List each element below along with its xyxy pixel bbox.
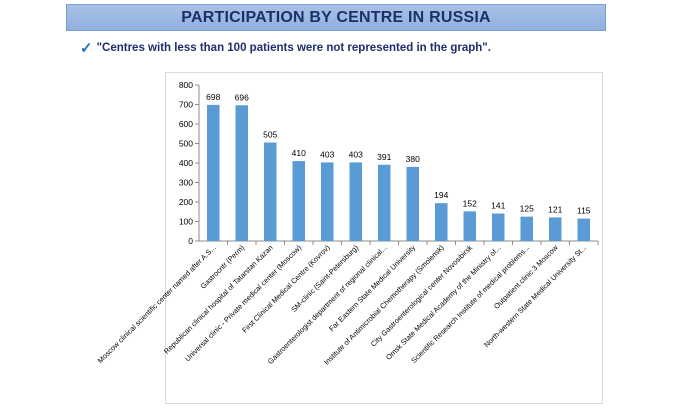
y-tick-label: 100 (179, 217, 193, 227)
bar (434, 203, 448, 241)
bar (263, 142, 277, 241)
y-tick-label: 200 (179, 197, 193, 207)
y-tick-label: 0 (188, 236, 193, 246)
chart-frame (165, 72, 603, 404)
page-title: PARTICIPATION BY CENTRE IN RUSSIA (181, 8, 491, 26)
data-label: 121 (548, 204, 562, 214)
data-label: 696 (235, 92, 249, 102)
data-label: 380 (406, 154, 420, 164)
checkmark-icon: ✓ (80, 40, 93, 57)
data-label: 391 (377, 152, 391, 162)
y-tick-label: 700 (179, 100, 193, 110)
title-banner: PARTICIPATION BY CENTRE IN RUSSIA (66, 4, 606, 31)
data-label: 115 (577, 206, 591, 216)
bar (491, 213, 505, 241)
category-label: Republican clinical hospital of Tatarsta… (162, 243, 275, 356)
y-tick-label: 800 (179, 80, 193, 90)
bar (235, 105, 249, 241)
data-label: 698 (206, 92, 220, 102)
bar (548, 217, 562, 241)
y-tick-label: 300 (179, 178, 193, 188)
bar (577, 218, 591, 241)
data-label: 141 (491, 201, 505, 211)
bar (292, 161, 306, 241)
bar (377, 164, 391, 241)
y-tick-label: 400 (179, 158, 193, 168)
y-tick-label: 500 (179, 139, 193, 149)
note-text: "Centres with less than 100 patients wer… (96, 42, 491, 54)
data-label: 403 (349, 149, 363, 159)
bar (206, 104, 220, 241)
data-label: 194 (434, 190, 448, 200)
data-label: 125 (520, 204, 534, 214)
bar (520, 216, 534, 241)
bar (463, 211, 477, 241)
data-label: 403 (320, 149, 334, 159)
category-label: North-western State Medical University S… (482, 243, 588, 349)
category-label: City Gastroenterological center Novosibi… (369, 243, 475, 349)
bar (320, 162, 334, 241)
bar (349, 162, 363, 241)
data-label: 410 (292, 148, 306, 158)
data-label: 152 (463, 198, 477, 208)
data-label: 505 (263, 130, 277, 140)
y-tick-label: 600 (179, 119, 193, 129)
note-line: ✓ "Centres with less than 100 patients w… (80, 39, 491, 57)
bar (406, 166, 420, 241)
